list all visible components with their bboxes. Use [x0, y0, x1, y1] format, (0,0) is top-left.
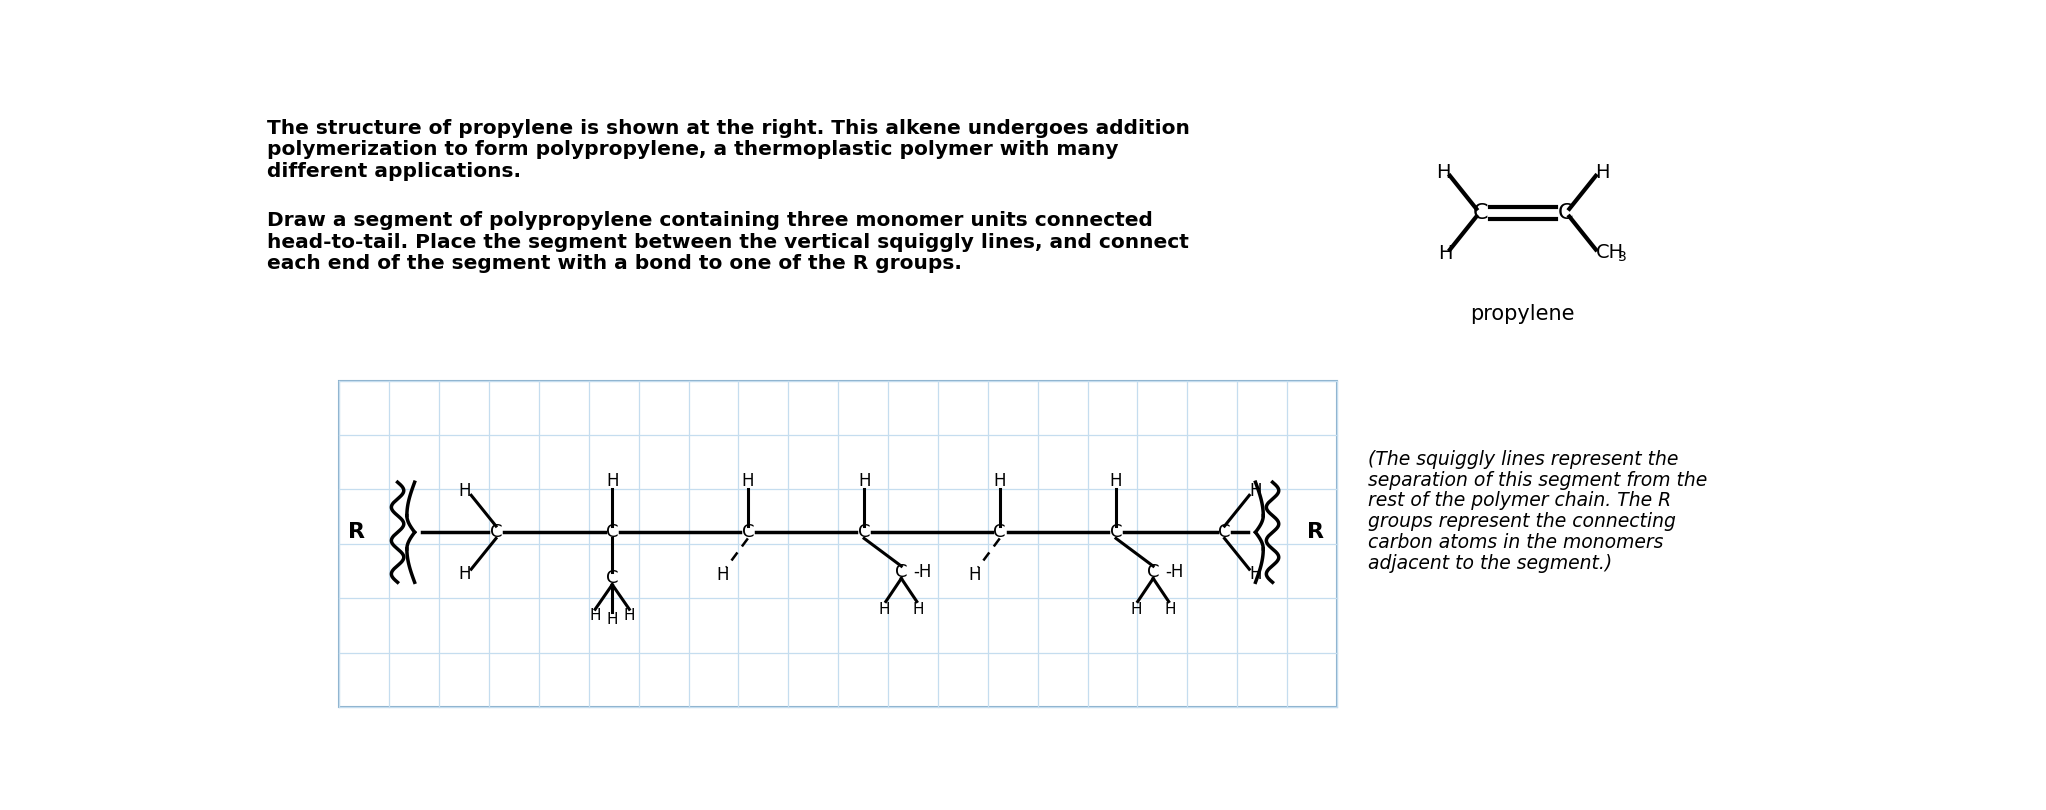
Text: C: C	[994, 523, 1007, 541]
Text: C: C	[606, 569, 618, 587]
Text: H: H	[589, 608, 602, 623]
Text: C: C	[857, 523, 870, 541]
Text: H: H	[968, 565, 982, 583]
Text: separation of this segment from the: separation of this segment from the	[1369, 471, 1706, 490]
Text: H: H	[1438, 244, 1453, 263]
Text: H: H	[1129, 602, 1142, 616]
Text: C: C	[1148, 563, 1160, 582]
Text: H: H	[1250, 565, 1262, 583]
Text: rest of the polymer chain. The R: rest of the polymer chain. The R	[1369, 492, 1672, 510]
Text: propylene: propylene	[1471, 304, 1575, 323]
Text: (The squiggly lines represent the: (The squiggly lines represent the	[1369, 450, 1678, 469]
Text: R: R	[1307, 522, 1324, 542]
Text: adjacent to the segment.): adjacent to the segment.)	[1369, 554, 1612, 573]
Bar	[340, 381, 1336, 707]
Text: C: C	[1217, 523, 1232, 541]
Text: H: H	[606, 612, 618, 627]
Text: groups represent the connecting: groups represent the connecting	[1369, 512, 1676, 531]
Text: C: C	[1557, 202, 1573, 223]
Text: C: C	[1473, 202, 1487, 223]
Text: H: H	[1436, 164, 1451, 182]
Text: head-to-tail. Place the segment between the vertical squiggly lines, and connect: head-to-tail. Place the segment between …	[266, 232, 1189, 252]
Text: H: H	[878, 602, 890, 616]
Text: H: H	[458, 565, 471, 583]
Text: H: H	[994, 472, 1007, 490]
Text: C: C	[741, 523, 755, 541]
Text: 3: 3	[1618, 250, 1627, 264]
Text: CH: CH	[1596, 243, 1625, 262]
Text: H: H	[857, 472, 870, 490]
Text: C: C	[1109, 523, 1123, 541]
Text: carbon atoms in the monomers: carbon atoms in the monomers	[1369, 533, 1663, 552]
Text: The structure of propylene is shown at the right. This alkene undergoes addition: The structure of propylene is shown at t…	[266, 119, 1189, 138]
Text: C: C	[894, 563, 908, 582]
Text: -H: -H	[915, 563, 933, 582]
Text: Draw a segment of polypropylene containing three monomer units connected: Draw a segment of polypropylene containi…	[266, 211, 1152, 230]
Text: polymerization to form polypropylene, a thermoplastic polymer with many: polymerization to form polypropylene, a …	[266, 140, 1117, 160]
Text: H: H	[1594, 164, 1610, 182]
Text: H: H	[458, 482, 471, 500]
Text: H: H	[606, 472, 618, 490]
Text: H: H	[1109, 472, 1123, 490]
Text: different applications.: different applications.	[266, 162, 520, 181]
Text: H: H	[716, 565, 728, 583]
Text: each end of the segment with a bond to one of the R groups.: each end of the segment with a bond to o…	[266, 254, 962, 273]
Text: H: H	[624, 608, 634, 623]
Text: H: H	[913, 602, 925, 616]
Text: H: H	[741, 472, 755, 490]
Text: -H: -H	[1166, 563, 1185, 582]
Text: C: C	[489, 523, 501, 541]
Text: C: C	[606, 523, 618, 541]
Text: R: R	[348, 522, 364, 542]
Text: H: H	[1164, 602, 1176, 616]
Text: H: H	[1250, 482, 1262, 500]
